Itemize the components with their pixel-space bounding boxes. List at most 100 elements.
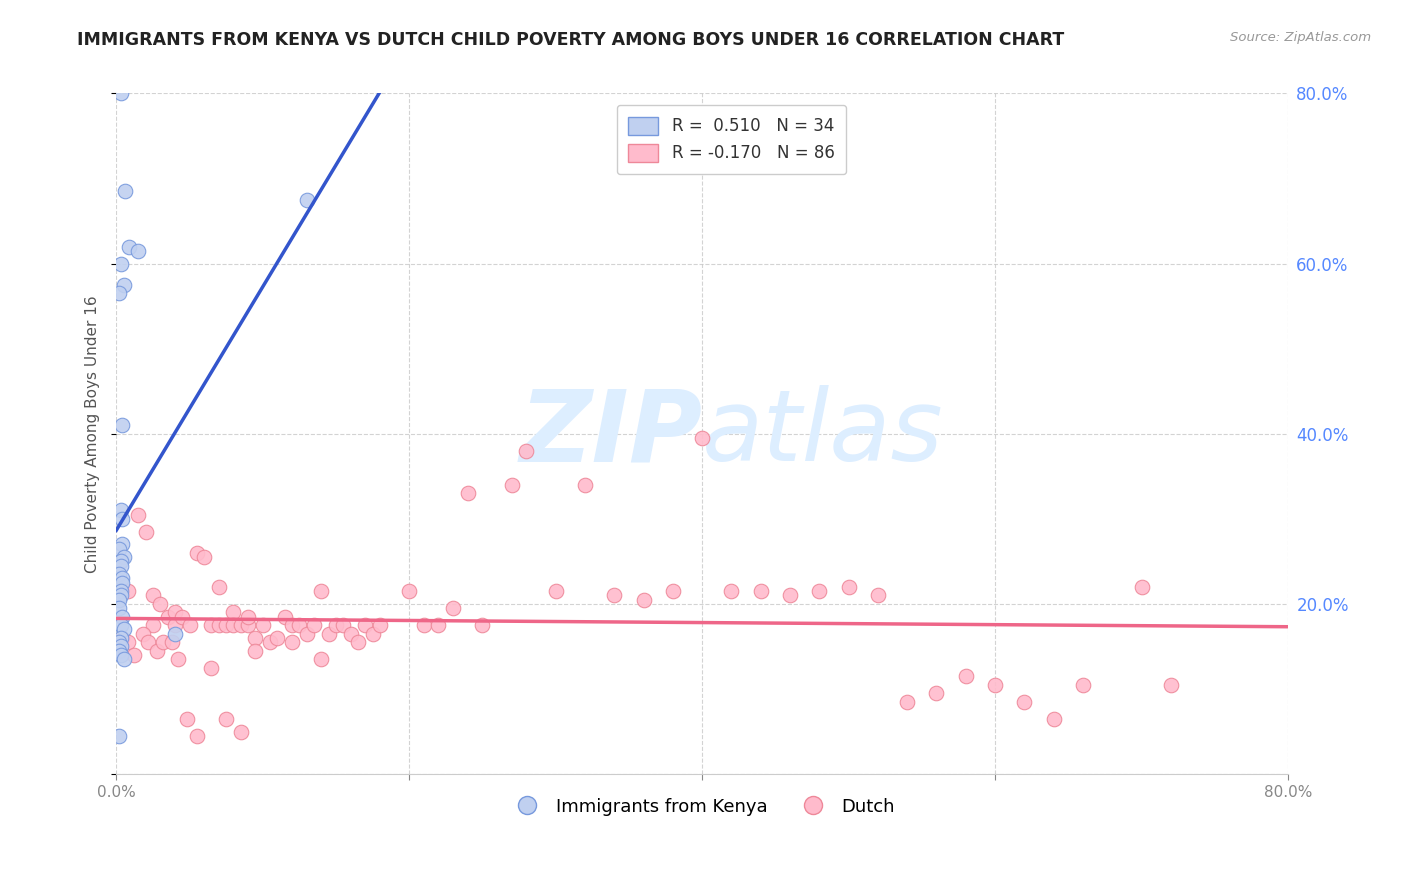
Point xyxy=(441,601,464,615)
Point xyxy=(544,584,567,599)
Point xyxy=(108,644,131,658)
Point xyxy=(163,618,186,632)
Point xyxy=(412,618,434,632)
Text: ZIP: ZIP xyxy=(519,385,702,483)
Point xyxy=(252,618,274,632)
Point xyxy=(200,661,222,675)
Point xyxy=(111,609,134,624)
Point xyxy=(110,558,132,573)
Point xyxy=(142,618,165,632)
Point xyxy=(779,589,801,603)
Point xyxy=(1130,580,1153,594)
Point xyxy=(110,648,132,662)
Point xyxy=(172,609,194,624)
Point xyxy=(208,580,231,594)
Point xyxy=(515,443,537,458)
Point xyxy=(142,589,165,603)
Point xyxy=(122,648,145,662)
Point xyxy=(471,618,494,632)
Point xyxy=(108,541,131,556)
Text: Source: ZipAtlas.com: Source: ZipAtlas.com xyxy=(1230,31,1371,45)
Point xyxy=(111,418,134,433)
Point xyxy=(266,631,288,645)
Point xyxy=(1042,712,1064,726)
Point xyxy=(146,644,169,658)
Point xyxy=(720,584,742,599)
Point xyxy=(311,584,333,599)
Point xyxy=(501,477,523,491)
Point xyxy=(163,606,186,620)
Point xyxy=(245,644,267,658)
Y-axis label: Child Poverty Among Boys Under 16: Child Poverty Among Boys Under 16 xyxy=(86,295,100,573)
Point xyxy=(149,597,172,611)
Point xyxy=(152,635,174,649)
Point xyxy=(662,584,685,599)
Point xyxy=(427,618,450,632)
Point xyxy=(135,524,157,539)
Point xyxy=(110,554,132,568)
Point xyxy=(110,589,132,603)
Point xyxy=(112,623,135,637)
Point xyxy=(302,618,325,632)
Point xyxy=(108,567,131,582)
Point xyxy=(108,635,131,649)
Point xyxy=(603,589,626,603)
Point xyxy=(325,618,347,632)
Point xyxy=(112,652,135,666)
Point xyxy=(574,477,596,491)
Point xyxy=(110,87,132,101)
Point xyxy=(179,618,201,632)
Point xyxy=(690,431,713,445)
Point xyxy=(117,635,139,649)
Point xyxy=(117,584,139,599)
Point xyxy=(166,652,188,666)
Point xyxy=(114,184,136,198)
Point xyxy=(111,575,134,590)
Point xyxy=(111,512,134,526)
Text: IMMIGRANTS FROM KENYA VS DUTCH CHILD POVERTY AMONG BOYS UNDER 16 CORRELATION CHA: IMMIGRANTS FROM KENYA VS DUTCH CHILD POV… xyxy=(77,31,1064,49)
Point xyxy=(808,584,831,599)
Point xyxy=(354,618,377,632)
Point xyxy=(457,486,479,500)
Point xyxy=(163,626,186,640)
Point xyxy=(156,609,179,624)
Point xyxy=(160,635,183,649)
Point xyxy=(295,626,318,640)
Point xyxy=(111,571,134,585)
Point xyxy=(749,584,772,599)
Point xyxy=(288,618,311,632)
Point xyxy=(398,584,420,599)
Point xyxy=(1014,695,1036,709)
Point xyxy=(110,618,132,632)
Point xyxy=(222,618,245,632)
Point xyxy=(110,584,132,599)
Point xyxy=(236,609,259,624)
Point xyxy=(866,589,889,603)
Point xyxy=(281,618,304,632)
Point xyxy=(273,609,295,624)
Point xyxy=(111,537,134,551)
Point xyxy=(118,239,141,253)
Point xyxy=(108,592,131,607)
Point xyxy=(955,669,977,683)
Point xyxy=(112,550,135,565)
Point xyxy=(127,244,149,258)
Legend: Immigrants from Kenya, Dutch: Immigrants from Kenya, Dutch xyxy=(502,790,903,823)
Point xyxy=(229,618,252,632)
Point xyxy=(186,729,208,743)
Point xyxy=(339,626,361,640)
Point xyxy=(295,193,318,207)
Point xyxy=(131,626,153,640)
Point xyxy=(925,686,948,700)
Point xyxy=(245,631,267,645)
Point xyxy=(1160,678,1182,692)
Point xyxy=(110,503,132,517)
Point xyxy=(281,635,304,649)
Point xyxy=(138,635,160,649)
Point xyxy=(347,635,370,649)
Point xyxy=(186,546,208,560)
Point xyxy=(1071,678,1094,692)
Point xyxy=(110,640,132,654)
Point xyxy=(259,635,281,649)
Point xyxy=(332,618,354,632)
